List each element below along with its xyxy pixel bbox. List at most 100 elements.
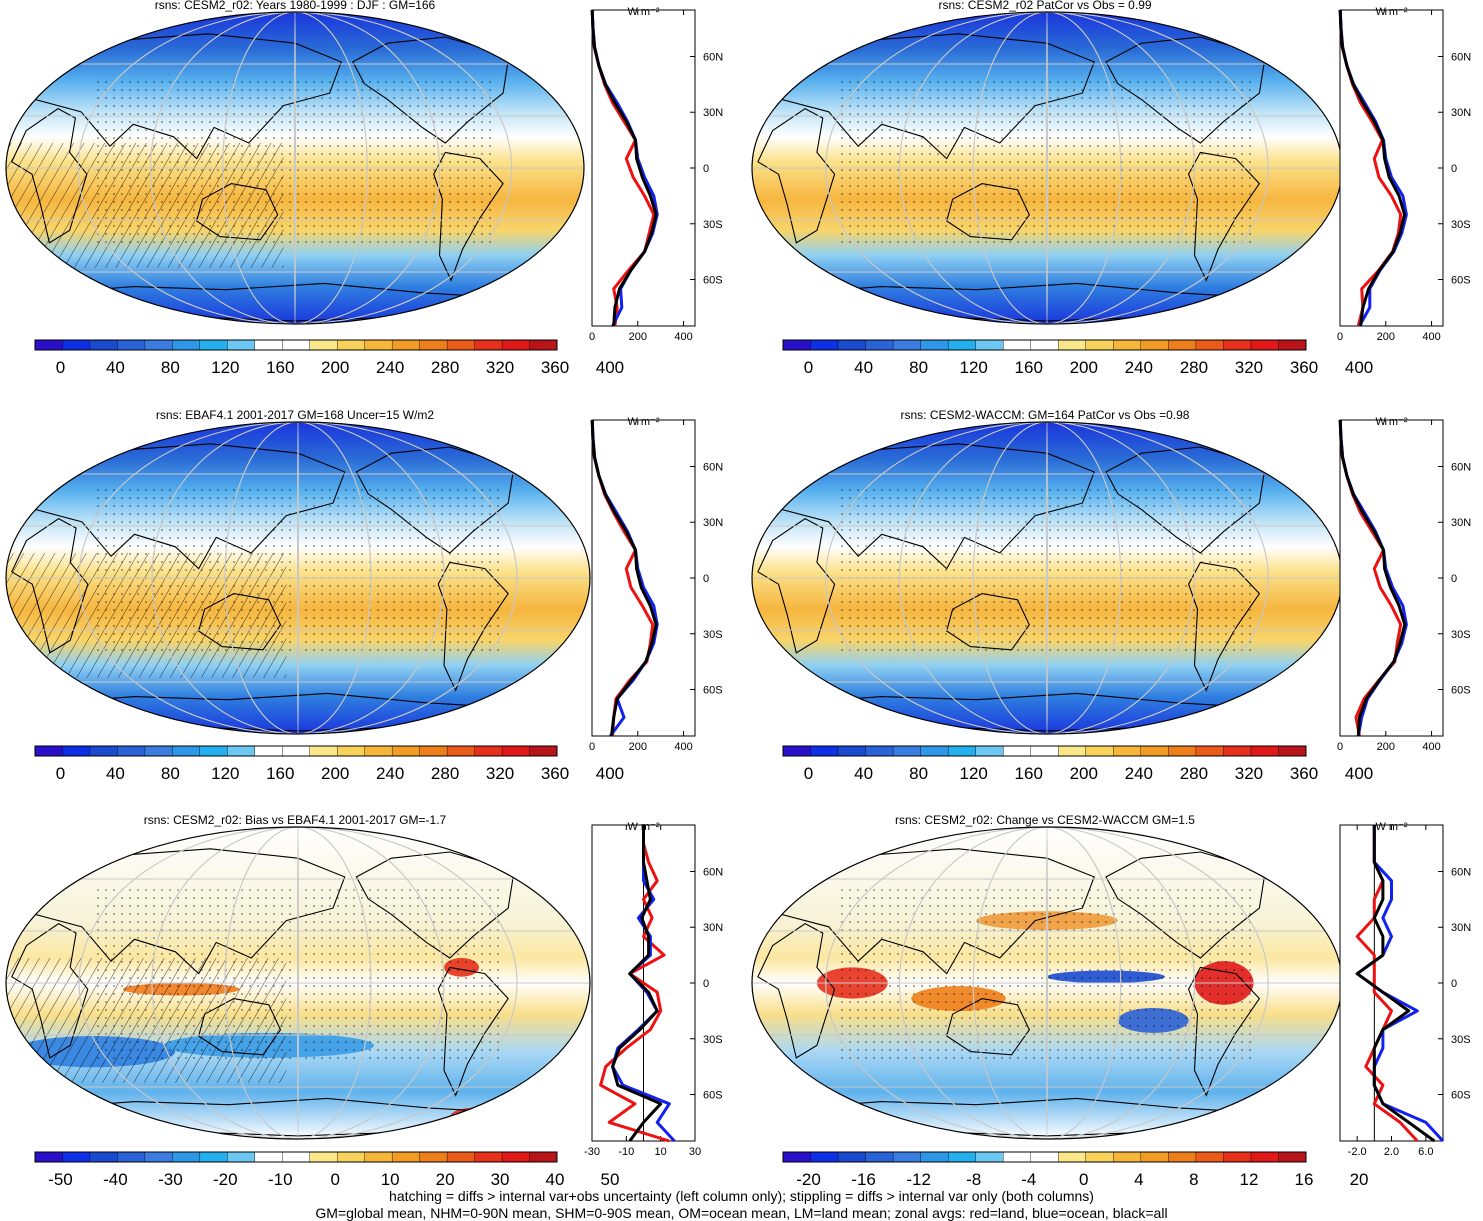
colorbar-swatch <box>1250 1151 1279 1163</box>
colorbar-label: 240 <box>1125 764 1153 783</box>
longitude-gridline <box>1046 12 1048 324</box>
colorbar-swatch <box>89 1151 118 1163</box>
map-p5 <box>6 827 590 1139</box>
colorbar-swatch <box>947 1151 977 1163</box>
x-tick-label: 2.0 <box>1384 1146 1399 1158</box>
colorbar-swatch <box>810 1151 839 1163</box>
north-america-outline <box>355 851 515 959</box>
colorbar-label: -20 <box>796 1170 821 1189</box>
latitude-tick-label: 30S <box>1451 629 1471 641</box>
colorbar-label: 40 <box>106 764 125 783</box>
colorbar-swatch <box>89 745 118 757</box>
colorbar-label: 80 <box>161 358 180 377</box>
zonal-line-all <box>590 419 658 737</box>
colorbar-label: 400 <box>1345 764 1373 783</box>
colorbar-swatch <box>1140 745 1169 757</box>
zonal-line-land <box>599 825 670 1143</box>
colorbar-swatch <box>254 745 283 757</box>
colorbar-label: 360 <box>541 764 569 783</box>
colorbar-swatch <box>1223 339 1252 351</box>
panel-title: rsns: CESM2_r02: Change vs CESM2-WACCM G… <box>895 813 1195 827</box>
map-p4 <box>752 422 1342 734</box>
colorbar-swatch <box>62 1151 91 1163</box>
x-tick-label: 0 <box>589 741 595 753</box>
colorbar-swatch <box>1250 339 1279 351</box>
latitude-tick-label: 30S <box>703 1034 723 1046</box>
longitude-gridline <box>825 12 1269 324</box>
colorbar-label: 50 <box>600 1170 619 1189</box>
latitude-tick-label: 30S <box>703 219 723 231</box>
zonal-plot-p4: W m⁻² 60N 30N 0 30S 60S 0 200 400 <box>1337 416 1471 753</box>
colorbar-label: 0 <box>804 764 813 783</box>
colorbar-label: 240 <box>1125 358 1153 377</box>
colorbar-label: 200 <box>1070 764 1098 783</box>
eurasia-outline <box>780 848 1095 975</box>
latitude-tick-label: 30N <box>1451 517 1471 529</box>
colorbar-swatch <box>337 339 366 351</box>
panel-p4: rsns: CESM2-WACCM: GM=164 PatCor vs Obs … <box>751 408 1471 783</box>
colorbar-p4: 0 40 80 120 160 200 240 280 320 360 400 <box>782 745 1373 783</box>
x-tick-label: 0 <box>1337 741 1343 753</box>
x-tick-label: 400 <box>1422 331 1440 343</box>
latitude-tick-label: 60N <box>1451 461 1471 473</box>
zonal-line-all <box>1338 9 1406 327</box>
colorbar-swatch <box>199 1151 228 1163</box>
colorbar-swatch <box>920 1151 949 1163</box>
colorbar-swatch <box>810 745 839 757</box>
zonal-line-all <box>611 825 663 1142</box>
colorbar-swatch <box>364 745 393 757</box>
x-tick-label: 200 <box>629 741 647 753</box>
colorbar-swatch <box>309 745 338 757</box>
colorbar-swatch <box>1113 745 1142 757</box>
eurasia-outline <box>34 443 346 570</box>
longitude-gridline <box>224 422 372 734</box>
x-tick-label: 0 <box>1337 331 1343 343</box>
colorbar-swatch <box>1030 339 1059 351</box>
colorbar-swatch <box>1168 745 1197 757</box>
colorbar-swatch <box>837 1151 867 1163</box>
longitude-gridline <box>150 12 440 324</box>
africa-outline <box>757 108 836 244</box>
longitude-gridline <box>1046 422 1048 734</box>
colorbar-swatch <box>501 745 531 757</box>
colorbar-frame <box>782 339 1307 351</box>
zonal-plot-frame <box>591 9 696 327</box>
colorbar-swatch <box>1058 339 1087 351</box>
colorbar-swatch <box>1003 745 1032 757</box>
colorbar-swatch <box>810 339 839 351</box>
colorbar-label: 30 <box>491 1170 510 1189</box>
colorbar-swatch <box>337 745 366 757</box>
colorbar-p1: 0 40 80 120 160 200 240 280 320 360 400 <box>34 339 624 377</box>
colorbar-swatch <box>227 745 256 757</box>
colorbar-swatch <box>975 745 1004 757</box>
panel-title: rsns: EBAF4.1 2001-2017 GM=168 Uncer=15 … <box>156 408 434 422</box>
colorbar-p2: 0 40 80 120 160 200 240 280 320 360 400 <box>782 339 1373 377</box>
colorbar-swatch <box>892 339 922 351</box>
colorbar-label: -12 <box>906 1170 931 1189</box>
colorbar-label: 10 <box>381 1170 400 1189</box>
africa-outline <box>11 923 89 1059</box>
colorbar-swatch <box>34 339 63 351</box>
eurasia-outline <box>780 443 1095 570</box>
zonal-plot-frame <box>1339 9 1444 327</box>
latitude-tick-label: 30S <box>703 629 723 641</box>
colorbar-swatch <box>254 1151 283 1163</box>
colorbar-label: 0 <box>804 358 813 377</box>
colorbar-swatch <box>1278 745 1307 757</box>
panel-p1: rsns: CESM2_r02: Years 1980-1999 : DJF :… <box>5 0 723 377</box>
colorbar-label: 40 <box>546 1170 565 1189</box>
zonal-plot-p2: W m⁻² 60N 30N 0 30S 60S 0 200 400 <box>1337 6 1471 343</box>
latitude-tick-label: 60S <box>1451 685 1471 697</box>
colorbar-swatch <box>1030 745 1059 757</box>
colorbar-swatch <box>892 1151 922 1163</box>
panel-title: rsns: CESM2_r02: Bias vs EBAF4.1 2001-20… <box>144 813 447 827</box>
latitude-tick-label: 60N <box>703 51 723 63</box>
map-p2 <box>752 12 1342 324</box>
latitude-tick-label: 0 <box>703 163 709 175</box>
colorbar-swatch <box>501 1151 531 1163</box>
colorbar-swatch <box>947 339 977 351</box>
longitude-gridline <box>899 422 1195 734</box>
colorbar-swatch <box>446 745 476 757</box>
colorbar-swatch <box>865 1151 894 1163</box>
